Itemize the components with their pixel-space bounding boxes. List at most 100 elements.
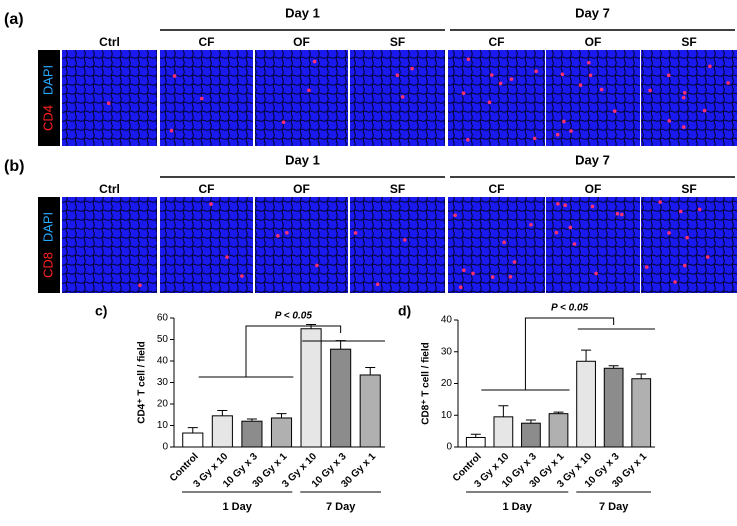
stained-cell [658,200,662,204]
error-bar [636,373,647,379]
stained-cell [554,230,559,235]
bar [576,360,596,448]
y-tick-label: 0 [446,442,452,453]
micrograph [546,50,640,146]
group-label: 7 Day [599,501,629,513]
bar [182,432,204,448]
y-tick-label: 30 [157,377,169,388]
stained-cell [682,90,687,95]
stained-cell [471,271,475,276]
stained-cell [615,211,620,216]
y-tick-label: 0 [162,442,168,453]
bar [300,328,322,448]
error-bar [306,323,317,329]
stained-cell [560,72,565,77]
group-label: 1 Day [222,501,252,513]
stained-cell [458,285,463,289]
micrograph [255,50,348,146]
stained-cell [599,87,604,92]
stained-cell [529,222,533,227]
bar [548,413,569,448]
micrograph [546,197,640,293]
stained-cell [708,64,712,69]
column-label: OF [585,35,602,49]
stained-cell [673,280,677,284]
panel-label: c) [95,303,107,319]
stain-label: DAPI [40,65,55,95]
error-bar [581,349,592,362]
y-tick-label: 40 [441,315,453,326]
column-label: SF [390,182,405,196]
y-tick-label: 10 [157,420,169,431]
day-header: Day 1 [285,5,320,20]
micrograph [62,197,157,293]
stained-cell [461,91,466,96]
stained-cell [681,95,686,100]
stained-cell [508,274,513,279]
bar [465,436,486,448]
stained-cell [453,213,457,218]
stained-cell [678,209,683,214]
stained-cell [395,73,400,78]
day-header: Day 7 [575,152,610,167]
stained-cell [106,101,111,106]
error-bar [246,418,257,422]
stained-cell [562,119,566,124]
stained-cell [199,96,204,101]
stained-cell [726,81,730,85]
stained-cell [683,263,687,268]
y-tick-label: 30 [441,346,453,357]
stained-cell [685,235,689,240]
error-bar [608,365,619,369]
panel-label: (b) [4,158,24,175]
stain-label: CD8 [40,252,55,278]
micrograph [448,50,545,146]
error-bar [335,340,346,350]
stained-cell [648,88,652,93]
error-bar [276,413,287,418]
stained-cell [225,255,229,259]
y-tick-label: 10 [441,410,453,421]
column-label: CF [199,35,215,49]
error-bar [553,411,564,414]
y-tick-label: 40 [157,356,169,367]
error-bar [525,419,536,424]
stained-cell [702,108,707,113]
day-header: Day 7 [575,5,610,20]
y-tick-label: 60 [157,313,169,324]
micrograph [255,197,348,293]
significance-bracket [481,317,655,391]
panel-label: d) [398,303,411,319]
stained-cell [375,282,380,287]
bar [631,378,652,448]
stained-cell [569,129,573,133]
stained-cell [556,202,560,206]
stained-cell [568,225,573,230]
stained-cell [490,275,495,279]
stained-cell [667,119,672,123]
stained-cell [487,100,492,105]
micrograph [160,50,253,146]
panel-label: (a) [4,11,24,28]
stained-cell [612,109,617,113]
stained-cell [572,242,577,246]
stained-cell [509,77,514,81]
stained-cell [315,263,319,268]
column-label: SF [681,182,696,196]
y-tick-label: 20 [441,378,453,389]
significance-bracket [198,325,385,378]
y-axis-label: CD8⁺ T cell / field [421,342,432,425]
stain-strip [38,50,60,146]
stained-cell [532,136,537,141]
bar [330,348,352,448]
micrograph [62,50,157,146]
significance-label: P < 0.05 [551,303,589,314]
stained-cell [534,69,538,74]
stain-strip [38,197,60,293]
day-header: Day 1 [285,152,320,167]
stained-cell [172,74,177,78]
micrograph [350,197,445,293]
error-bar [365,366,376,375]
stained-cell [555,132,560,137]
